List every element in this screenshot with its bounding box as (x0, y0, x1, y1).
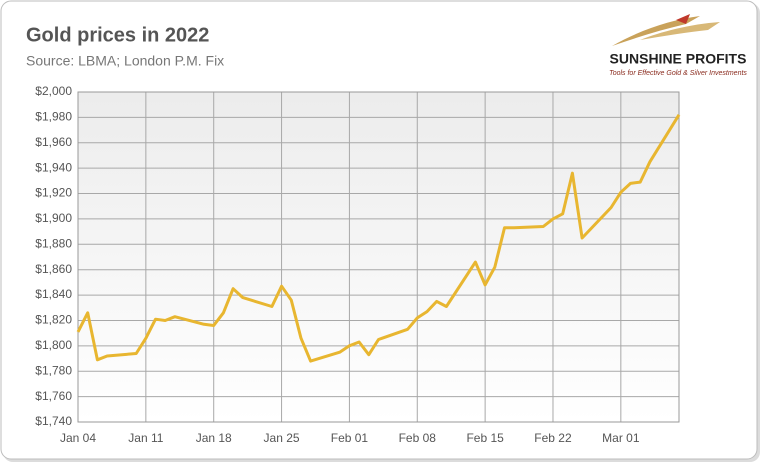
price-line (76, 114, 681, 363)
y-tick-label: $1,900 (35, 211, 72, 225)
y-tick-label: $1,840 (35, 287, 72, 301)
x-tick-label: Jan 25 (264, 431, 300, 445)
y-tick-label: $1,800 (35, 338, 72, 352)
x-tick-label: Feb 22 (534, 431, 572, 445)
logo-tagline: Tools for Effective Gold & Silver Invest… (609, 70, 747, 77)
y-tick-label: $1,740 (35, 414, 72, 428)
logo-name: SUNSHINE PROFITS (610, 51, 747, 67)
chart-title: Gold prices in 2022 (26, 24, 209, 46)
x-tick-label: Feb 15 (466, 431, 504, 445)
chart-subtitle: Source: LBMA; London P.M. Fix (26, 53, 224, 69)
logo-swoosh (640, 22, 720, 40)
y-tick-label: $1,860 (35, 262, 72, 276)
logo-mark (676, 14, 690, 24)
x-tick-label: Feb 08 (399, 431, 437, 445)
y-tick-label: $1,960 (35, 135, 72, 149)
y-tick-label: $1,820 (35, 313, 72, 327)
logo-swoosh (612, 16, 700, 46)
y-tick-label: $1,920 (35, 186, 72, 200)
x-tick-label: Jan 18 (196, 431, 232, 445)
y-tick-label: $1,940 (35, 160, 72, 174)
x-tick-label: Feb 01 (331, 431, 369, 445)
x-tick-label: Jan 11 (128, 431, 163, 445)
plot-area (78, 92, 679, 422)
plot-border (77, 91, 680, 423)
y-tick-label: $1,980 (35, 110, 72, 124)
x-tick-label: Jan 04 (60, 431, 96, 445)
y-tick-label: $1,760 (35, 389, 72, 403)
y-tick-label: $1,780 (35, 363, 72, 377)
logo: SUNSHINE PROFITS Tools for Effective Gol… (609, 14, 747, 77)
y-tick-label: $2,000 (35, 84, 72, 98)
x-tick-label: Mar 01 (602, 431, 640, 445)
y-tick-label: $1,880 (35, 236, 72, 250)
